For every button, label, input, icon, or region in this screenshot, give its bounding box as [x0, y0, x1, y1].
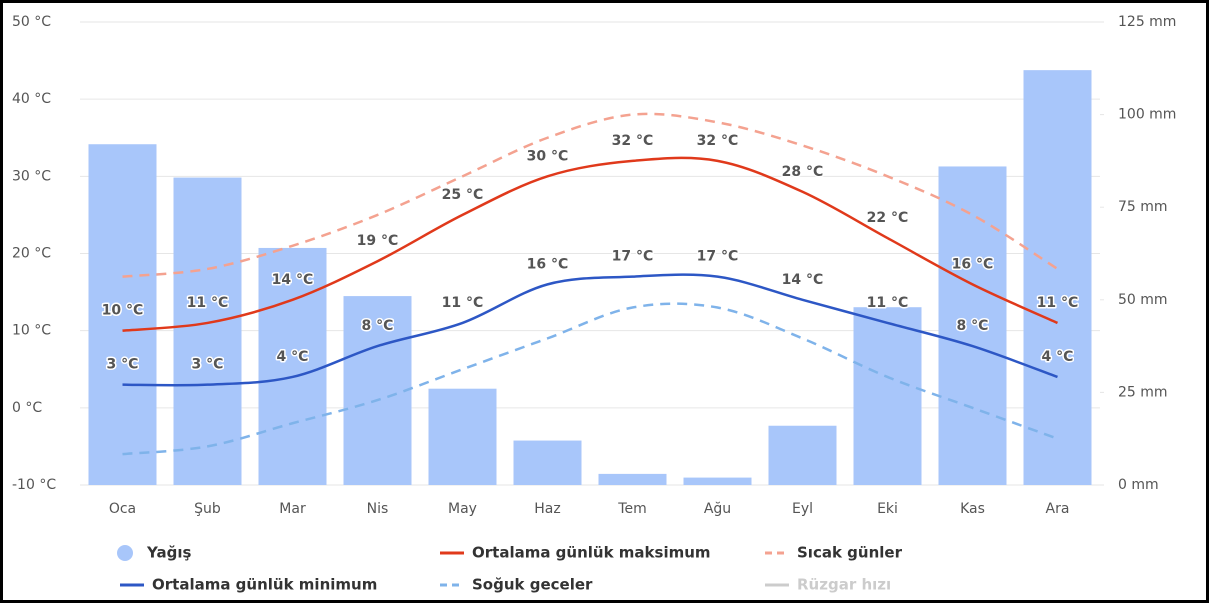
y-tick-label: -10 °C — [12, 477, 56, 493]
line — [122, 273, 1058, 387]
data-label: 17 °C — [612, 249, 654, 265]
x-tick-label: May — [448, 501, 477, 517]
data-label: 16 °C — [952, 256, 994, 272]
x-tick-label: Eyl — [792, 501, 813, 517]
bar — [88, 144, 157, 485]
data-label: 16 °C — [527, 256, 569, 272]
y-tick-label: 10 °C — [12, 323, 51, 339]
bar — [343, 296, 412, 485]
data-label: 4 °C — [1042, 349, 1074, 365]
data-label: 11 °C — [187, 295, 229, 311]
y-tick-label: 30 °C — [12, 168, 51, 184]
legend-label: Yağış — [146, 544, 191, 562]
x-tick-label: Kas — [960, 501, 985, 517]
x-tick-label: Oca — [109, 501, 136, 517]
data-label: 14 °C — [782, 272, 824, 288]
legend-label: Soğuk geceler — [472, 576, 593, 594]
legend-label: Rüzgar hızı — [797, 576, 891, 594]
y2-tick-label: 25 mm — [1118, 384, 1168, 400]
bar — [598, 473, 667, 485]
data-label: 11 °C — [867, 295, 909, 311]
data-label: 30 °C — [527, 148, 569, 164]
x-tick-label: Eki — [877, 501, 898, 517]
data-label: 8 °C — [362, 318, 394, 334]
legend-swatch — [117, 545, 133, 561]
bar — [513, 440, 582, 485]
data-label: 22 °C — [867, 210, 909, 226]
y2-tick-label: 50 mm — [1118, 292, 1168, 308]
bar — [853, 307, 922, 485]
data-label: 3 °C — [107, 357, 139, 373]
data-label: 17 °C — [697, 249, 739, 265]
y-tick-label: 0 °C — [12, 400, 42, 416]
x-tick-label: Mar — [279, 501, 306, 517]
data-label: 8 °C — [957, 318, 989, 334]
bar — [258, 247, 327, 485]
x-tick-label: Nis — [367, 501, 389, 517]
x-tick-label: Haz — [534, 501, 560, 517]
line — [122, 112, 1059, 278]
y-tick-label: 50 °C — [12, 14, 51, 30]
y2-tick-label: 0 mm — [1118, 477, 1159, 493]
data-label: 25 °C — [442, 187, 484, 203]
data-label: 32 °C — [697, 133, 739, 149]
bar — [173, 177, 242, 485]
bar — [768, 425, 837, 485]
line — [122, 156, 1059, 332]
bar — [1023, 70, 1092, 485]
legend-label: Sıcak günler — [797, 544, 903, 562]
x-tick-label: Ağu — [704, 501, 731, 517]
data-label: 32 °C — [612, 133, 654, 149]
legend-label: Ortalama günlük minimum — [152, 576, 377, 594]
y-tick-label: 40 °C — [12, 91, 51, 107]
y2-tick-label: 125 mm — [1118, 14, 1176, 30]
bar — [938, 166, 1007, 485]
x-tick-label: Ara — [1046, 501, 1070, 517]
data-label: 4 °C — [277, 349, 309, 365]
x-tick-label: Tem — [617, 501, 646, 517]
data-label: 11 °C — [1037, 295, 1079, 311]
x-tick-label: Şub — [194, 501, 221, 517]
data-label: 19 °C — [357, 233, 399, 249]
y2-tick-label: 100 mm — [1118, 107, 1176, 123]
data-label: 14 °C — [272, 272, 314, 288]
y-tick-label: 20 °C — [12, 246, 51, 262]
bar — [428, 388, 497, 485]
data-label: 28 °C — [782, 164, 824, 180]
data-label: 3 °C — [192, 357, 224, 373]
y2-tick-label: 75 mm — [1118, 199, 1168, 215]
bar — [683, 477, 752, 485]
data-label: 10 °C — [102, 303, 144, 319]
data-label: 11 °C — [442, 295, 484, 311]
legend-label: Ortalama günlük maksimum — [472, 544, 711, 562]
